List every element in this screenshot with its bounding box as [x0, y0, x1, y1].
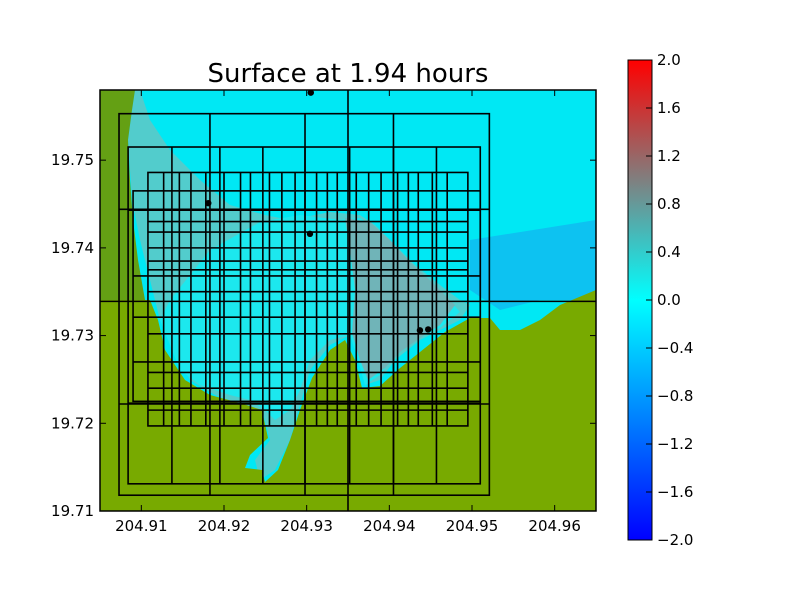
- y-tick-label: 19.71: [51, 502, 94, 520]
- amr-patch-0: [118, 112, 491, 497]
- y-tick-label: 19.74: [51, 239, 94, 257]
- colorbar-axis: 2.0 1.6 1.2 0.8 0.4 0.0 −0.4 −0.8 −1.2 −1.6 −2.0: [646, 51, 693, 549]
- amr-patch-3: [147, 171, 469, 427]
- colorbar-tick-label: −1.6: [657, 483, 693, 501]
- colorbar-tick-label: −2.0: [657, 531, 693, 549]
- x-axis: 204.91 204.92 204.93 204.94 204.95 204.96: [115, 90, 581, 535]
- amr-patch-2: [132, 190, 482, 403]
- colorbar-tick-label: −0.4: [657, 339, 693, 357]
- gauge-markers: [205, 90, 432, 334]
- offshore-gradient: [470, 220, 596, 310]
- x-tick-label: 204.93: [280, 517, 333, 535]
- colorbar-tick-label: 1.6: [657, 99, 681, 117]
- gauge-marker: [205, 199, 212, 207]
- colorbar-tick-label: 1.2: [657, 147, 681, 165]
- colorbar-tick-label: −1.2: [657, 435, 693, 453]
- gauge-marker: [424, 326, 432, 333]
- colorbar-tick-label: 2.0: [657, 51, 681, 69]
- inner-bay-deep: [345, 218, 455, 380]
- gauge-marker: [306, 230, 314, 238]
- colorbar-tick-label: 0.4: [657, 243, 681, 261]
- x-tick-label: 204.92: [198, 517, 251, 535]
- gauge-marker: [307, 90, 314, 96]
- colorbar-tick-label: 0.0: [657, 291, 681, 309]
- x-tick-label: 204.96: [528, 517, 581, 535]
- y-tick-label: 19.75: [51, 151, 94, 169]
- amr-patch-grid: [100, 90, 596, 511]
- colorbar-tick-label: 0.8: [657, 195, 681, 213]
- gauge-marker: [416, 327, 424, 334]
- chart-title: Surface at 1.94 hours: [208, 59, 489, 89]
- colorbar-tick-label: −0.8: [657, 387, 693, 405]
- y-tick-label: 19.73: [51, 327, 94, 345]
- axes-frame: [99, 89, 597, 512]
- x-tick-label: 204.95: [446, 517, 499, 535]
- plot-area: [100, 90, 596, 511]
- x-tick-label: 204.91: [115, 517, 168, 535]
- y-axis: 19.71 19.72 19.73 19.74 19.75: [51, 151, 596, 520]
- x-tick-label: 204.94: [363, 517, 416, 535]
- y-tick-label: 19.72: [51, 414, 94, 432]
